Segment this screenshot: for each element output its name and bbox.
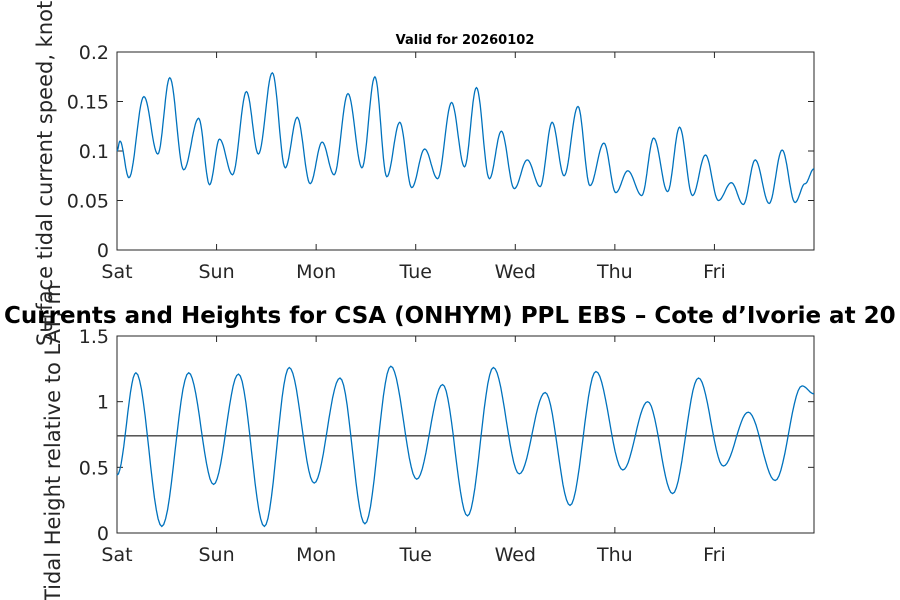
top-y-tick-label: 0.15 bbox=[67, 92, 109, 114]
top-y-tick-label: 0.2 bbox=[79, 42, 109, 64]
top-x-tick-label: Mon bbox=[296, 261, 336, 283]
top-y-tick-label: 0 bbox=[97, 240, 109, 262]
bottom-y-tick-label: 1 bbox=[97, 392, 109, 414]
top-y-axis-label: Surface tidal current speed, knots bbox=[33, 0, 57, 346]
bottom-y-tick-label: 0 bbox=[97, 523, 109, 545]
bottom-x-tick-label: Mon bbox=[296, 544, 336, 566]
bottom-x-tick-label: Sat bbox=[101, 544, 132, 566]
bottom-y-tick-label: 1.5 bbox=[79, 326, 109, 348]
bottom-series-height-line bbox=[116, 365, 815, 528]
bottom-x-tick-label: Fri bbox=[703, 544, 726, 566]
bottom-y-tick-label: 0.5 bbox=[79, 457, 109, 479]
top-x-tick-label: Sun bbox=[198, 261, 234, 283]
bottom-y-axis-label: Tidal Height relative to LAT, m bbox=[41, 284, 65, 600]
top-series-speed-line bbox=[116, 71, 815, 206]
top-x-tick-label: Wed bbox=[495, 261, 536, 283]
top-x-tick-label: Tue bbox=[398, 261, 431, 283]
top-x-tick-label: Fri bbox=[703, 261, 726, 283]
bottom-x-tick-label: Sun bbox=[198, 544, 234, 566]
top-plot-area bbox=[116, 51, 815, 251]
top-axis-ticks: 0 0.05 0.1 0.15 0.2 Sat Sun Mon Tue Wed Thu Fri bbox=[67, 42, 814, 283]
bottom-x-tick-label: Tue bbox=[398, 544, 431, 566]
bottom-axis-ticks: 0 0.5 1 1.5 Sat Sun Mon Tue Wed Thu Fri bbox=[79, 326, 814, 566]
top-y-tick-label: 0.1 bbox=[79, 141, 109, 163]
bottom-x-tick-label: Thu bbox=[596, 544, 633, 566]
top-x-tick-label: Sat bbox=[101, 261, 132, 283]
top-chart-title: Valid for 20260102 bbox=[396, 33, 535, 48]
main-title: Currents and Heights for CSA (ONHYM) PPL… bbox=[4, 303, 896, 329]
top-y-tick-label: 0.05 bbox=[67, 191, 109, 213]
top-x-tick-label: Thu bbox=[596, 261, 633, 283]
bottom-x-tick-label: Wed bbox=[495, 544, 536, 566]
bottom-plot-area bbox=[116, 335, 815, 534]
